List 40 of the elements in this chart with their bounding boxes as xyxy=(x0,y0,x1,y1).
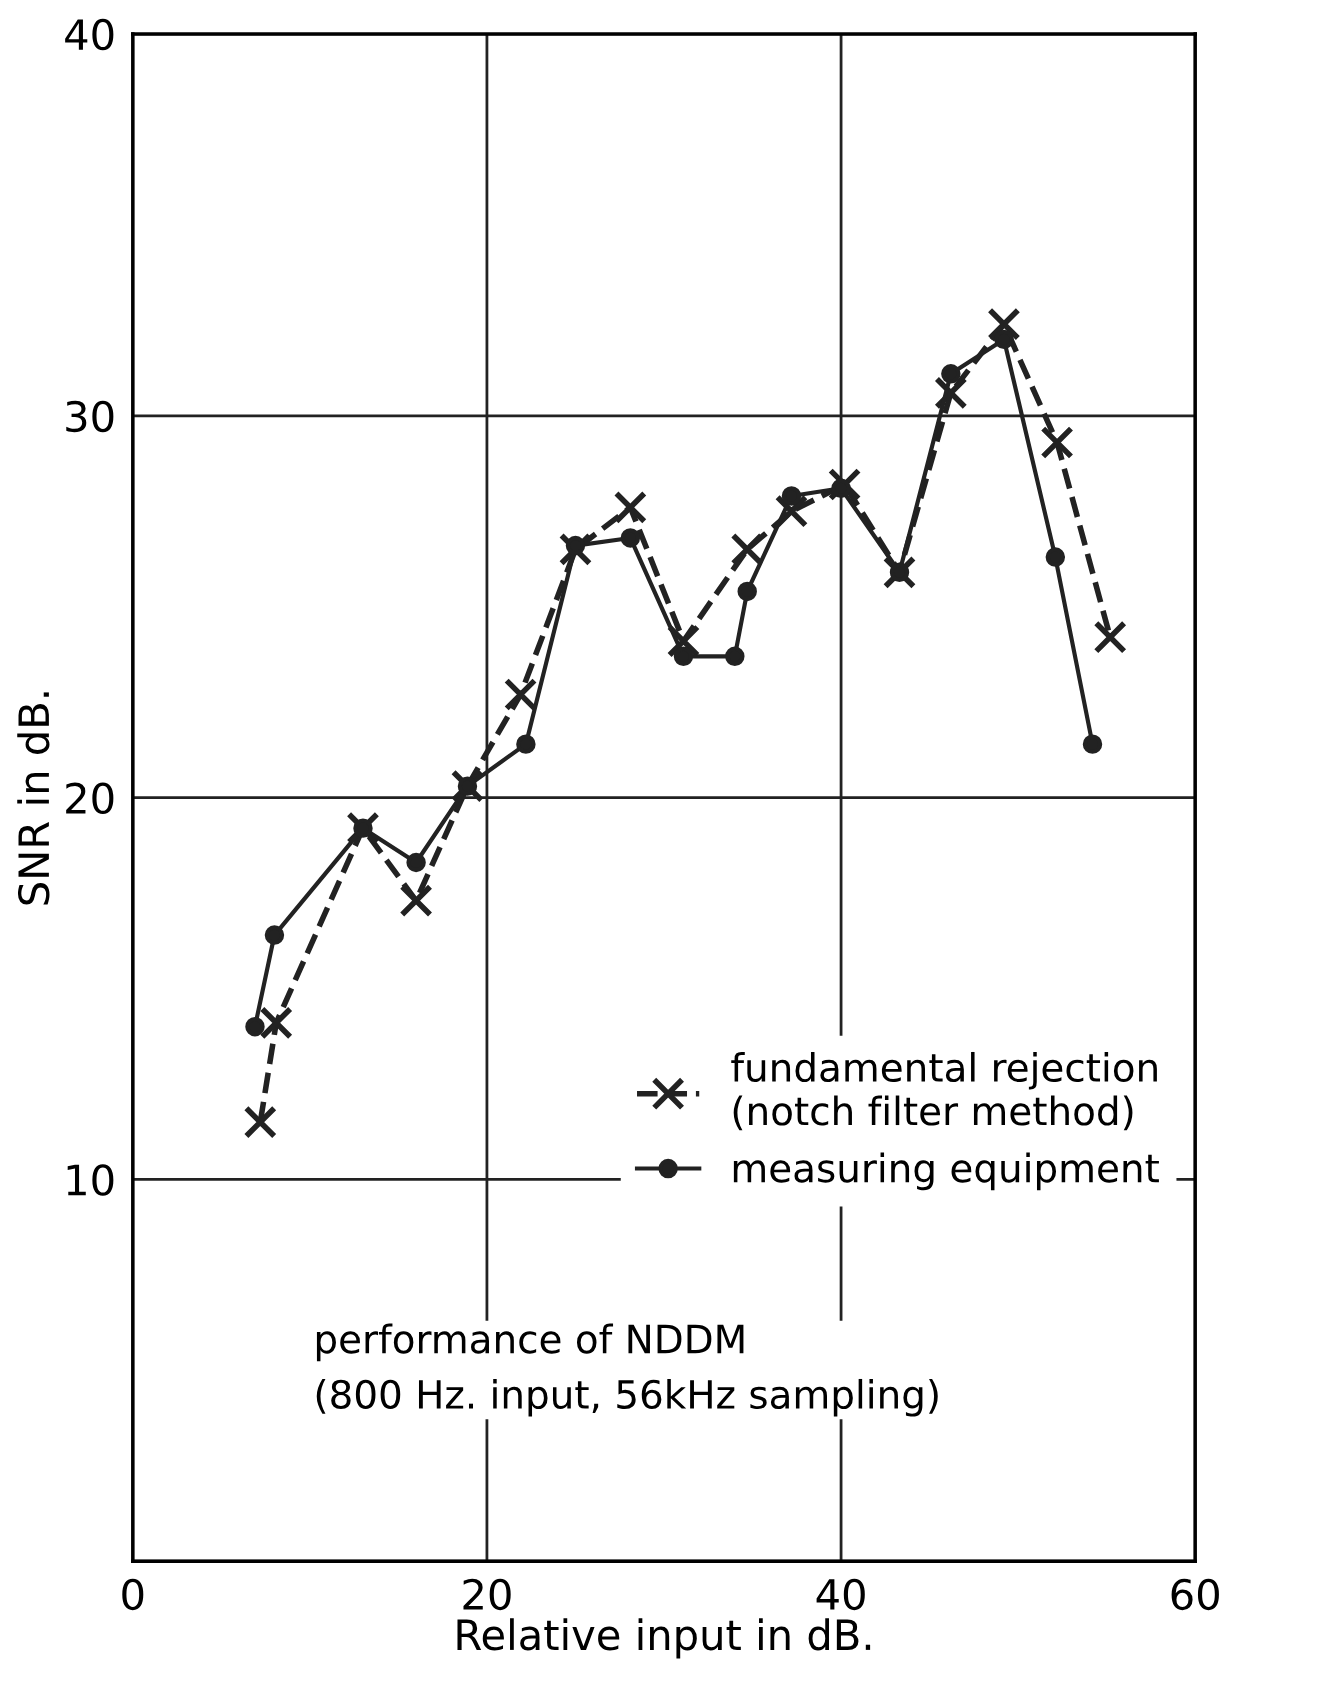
point xyxy=(774,494,809,528)
point xyxy=(264,925,285,945)
point xyxy=(934,376,968,410)
point xyxy=(781,486,802,506)
x-tick-label: 0 xyxy=(122,1578,144,1611)
point xyxy=(245,1016,265,1037)
point xyxy=(613,490,648,525)
point xyxy=(737,581,757,602)
point xyxy=(620,528,641,548)
point xyxy=(987,307,1021,341)
y-axis-title: SNR in dB. xyxy=(17,692,50,905)
point xyxy=(516,734,536,754)
point xyxy=(1082,734,1103,754)
point xyxy=(406,852,426,873)
point xyxy=(503,677,538,712)
point xyxy=(399,884,433,918)
x-tick-label: 40 xyxy=(816,1578,865,1611)
y-tick-label: 30 xyxy=(66,400,114,433)
point xyxy=(730,532,764,567)
point xyxy=(1040,425,1074,460)
point xyxy=(1093,620,1127,654)
point xyxy=(994,329,1014,350)
x-axis-title: Relative input in dB. xyxy=(457,1618,871,1659)
y-tick-label: 10 xyxy=(67,1164,114,1196)
annotation: performance of NDDM (800 Hz. input, 56kHz sampling) xyxy=(316,1323,938,1417)
y-tick-label: 40 xyxy=(65,18,114,51)
legend-label: measuring equipment xyxy=(733,1152,1159,1191)
point xyxy=(243,1105,277,1139)
x-tick-label: 20 xyxy=(463,1578,511,1611)
point xyxy=(941,364,961,384)
y-tick-label: 20 xyxy=(66,782,114,815)
point xyxy=(725,646,745,667)
point xyxy=(831,478,851,499)
x-tick-label: 60 xyxy=(1171,1578,1219,1611)
point xyxy=(666,624,701,658)
point xyxy=(565,535,586,556)
legend-label: fundamental rejection (notch filter method) xyxy=(731,1051,1157,1131)
point xyxy=(1045,547,1066,567)
point xyxy=(673,646,694,667)
point xyxy=(259,1006,293,1040)
